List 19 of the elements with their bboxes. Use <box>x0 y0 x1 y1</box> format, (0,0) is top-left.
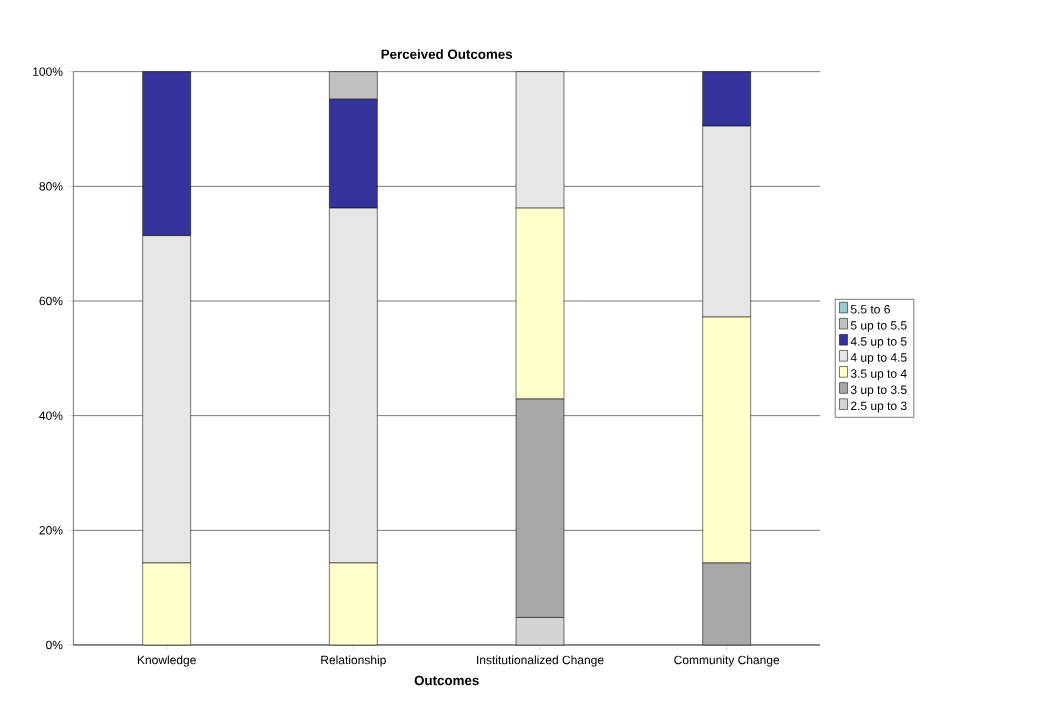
y-tick-label: 100% <box>33 67 63 76</box>
x-tick-label: Community Change <box>674 655 780 667</box>
y-tick-label: 0% <box>46 640 63 650</box>
legend-label: 5.5 to 6 <box>850 305 890 314</box>
legend-label: 4 up to 4.5 <box>850 353 907 365</box>
legend-label: 4.5 up to 5 <box>850 337 907 349</box>
legend-label: 3 up to 3.5 <box>850 385 907 397</box>
x-tick-label: Relationship <box>321 655 386 667</box>
x-tick-label: Knowledge <box>137 655 196 667</box>
legend-label: 5 up to 5.5 <box>850 321 907 332</box>
x-axis-title: Outcomes <box>414 675 479 686</box>
x-tick-label: Institutionalized Change <box>477 655 604 667</box>
chart-title: Perceived Outcomes <box>381 49 513 59</box>
y-tick-label: 40% <box>39 411 63 420</box>
y-tick-label: 80% <box>39 182 63 191</box>
legend-label: 2.5 up to 3 <box>851 401 907 413</box>
legend-label: 3.5 up to 4 <box>850 369 907 381</box>
y-tick-label: 20% <box>39 526 63 535</box>
y-tick-label: 60% <box>39 296 63 306</box>
